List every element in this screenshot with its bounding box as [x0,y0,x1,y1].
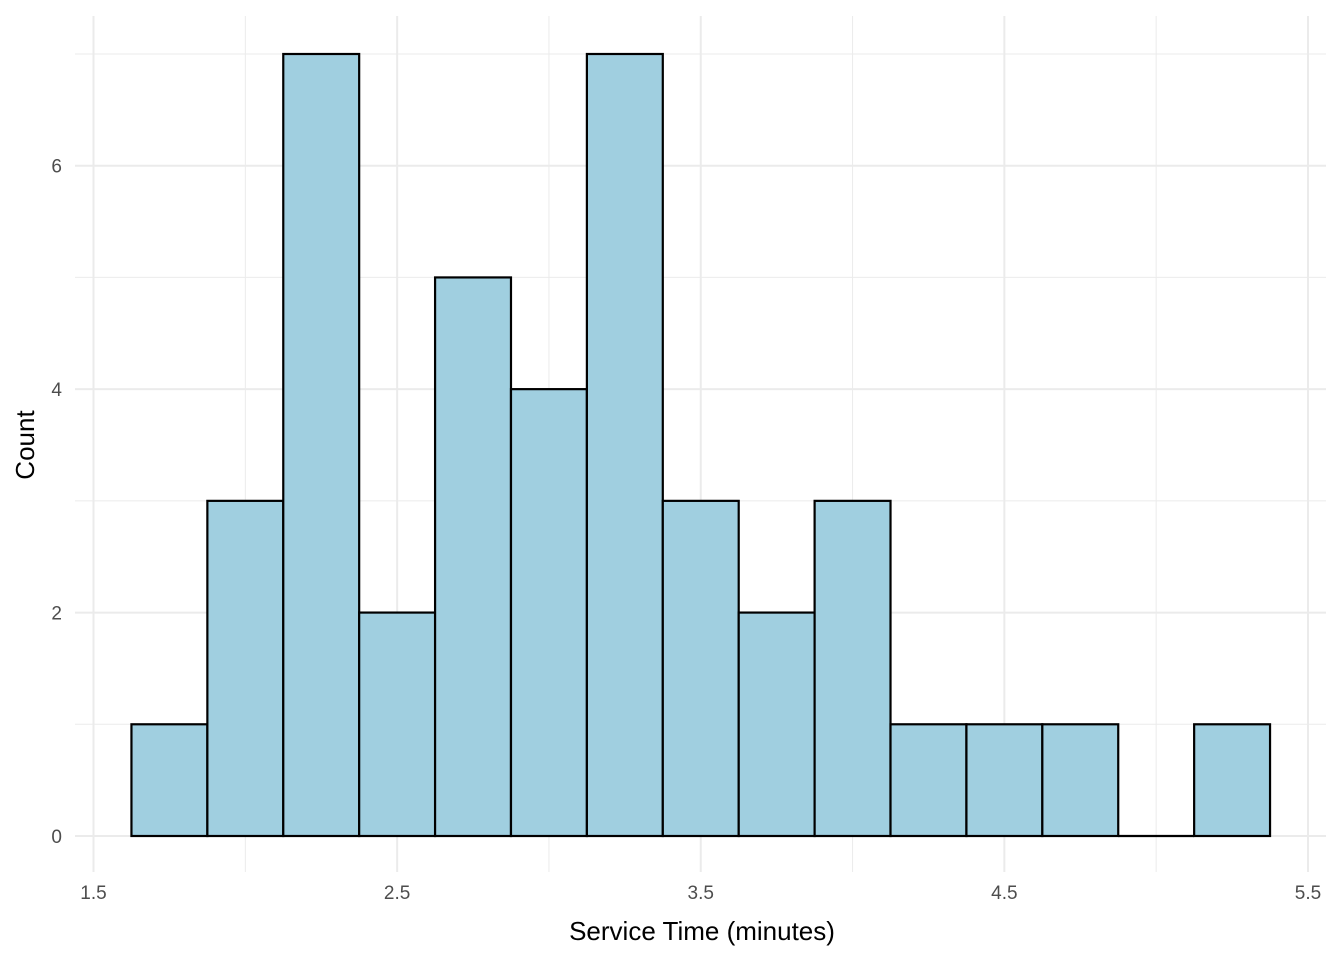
x-axis-title: Service Time (minutes) [569,916,835,946]
y-tick-label: 2 [51,604,62,625]
histogram-bar [585,52,664,838]
histogram-bar [1041,723,1120,838]
histogram-bar [737,611,816,838]
histogram-bar [965,723,1044,838]
y-tick-label: 4 [51,380,62,401]
histogram-bar [206,499,285,838]
histogram-bar [130,723,209,838]
x-tick-label: 2.5 [384,883,410,904]
histogram-bar [282,52,361,838]
histogram-bars [130,52,1272,838]
histogram-bar [813,499,892,838]
x-axis-tick-labels: 1.5 2.5 3.5 4.5 5.5 [80,883,1321,904]
histogram-bar [661,499,740,838]
histogram-bar [433,276,513,838]
histogram-bar [889,723,968,838]
y-axis-title: Count [10,410,40,480]
y-axis-tick-labels: 0 2 4 6 [51,157,62,848]
x-tick-label: 5.5 [1295,883,1321,904]
histogram-bar [358,611,437,838]
histogram-bar [509,388,588,838]
x-tick-label: 3.5 [688,883,714,904]
y-tick-label: 6 [51,157,62,178]
x-tick-label: 1.5 [80,883,106,904]
x-tick-label: 4.5 [991,883,1017,904]
histogram-bar [1193,723,1272,838]
y-tick-label: 0 [51,827,62,848]
